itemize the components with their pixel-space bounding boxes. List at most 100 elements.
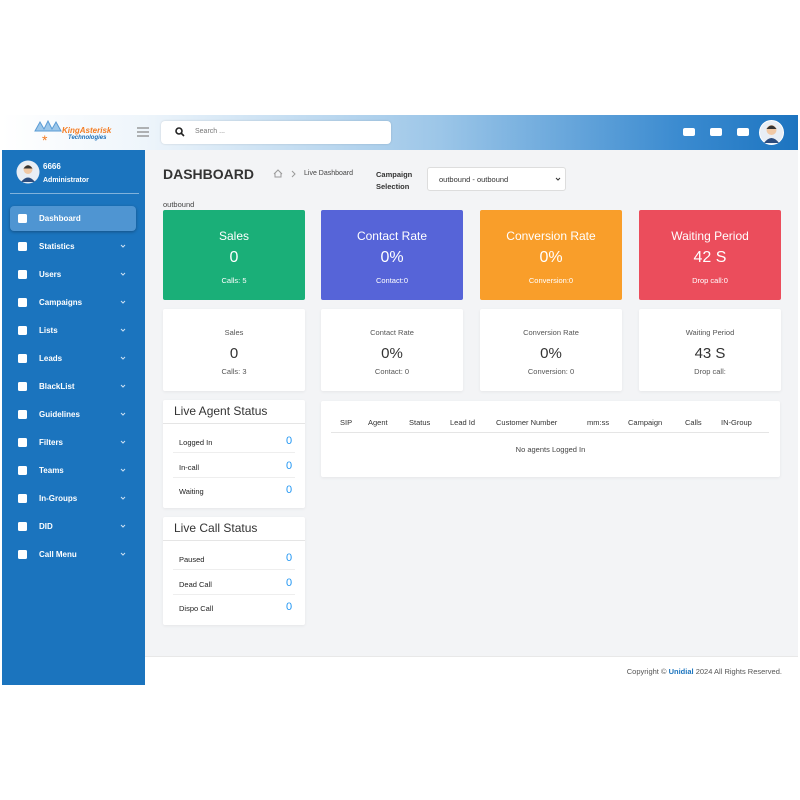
menu-chevron	[120, 384, 126, 389]
menu-icon	[17, 241, 28, 252]
menu-chevron-svg	[120, 272, 126, 276]
table-header: Lead Id	[450, 418, 476, 427]
search-icon	[175, 127, 185, 137]
menu-icon	[17, 437, 28, 448]
menu-icon-svg	[18, 466, 27, 475]
kpi-sub: Drop call:0	[692, 276, 728, 285]
menu-icon-svg	[18, 242, 27, 251]
table-header: Agent	[368, 418, 388, 427]
svg-text:*: *	[42, 132, 48, 147]
menu-icon	[17, 521, 28, 532]
header-icon[interactable]	[682, 126, 696, 138]
menu-label: Call Menu	[39, 550, 77, 559]
menu-chevron-svg	[120, 524, 126, 528]
sidebar: 6666 Administrator Dashboard Statistics User…	[2, 150, 145, 685]
search-icon-svg	[175, 127, 185, 137]
menu-item[interactable]: Campaigns	[10, 290, 136, 315]
menu-chevron	[120, 356, 126, 361]
kpi-title: Sales	[218, 229, 250, 243]
menu-icon	[17, 353, 28, 364]
main: DASHBOARD Live Dashboard Campaign Selectio…	[145, 150, 798, 656]
menu-icon	[17, 269, 28, 280]
menu-icon-svg	[18, 326, 27, 335]
stat-title: Conversion Rate	[523, 328, 579, 337]
menu-item[interactable]: Guidelines	[10, 402, 136, 427]
menu-label: Users	[39, 270, 62, 279]
table-empty: No agents Logged In	[515, 445, 586, 454]
menu-icon	[17, 409, 28, 420]
menu-icon-svg	[18, 410, 27, 419]
table-header: Campaign	[628, 418, 663, 427]
menu-toggle[interactable]	[136, 126, 150, 138]
home-icon	[273, 169, 283, 178]
menu-icon	[17, 549, 28, 560]
menu-chevron	[120, 328, 126, 333]
stat-value: 0%	[381, 345, 403, 362]
kpi-sub: Conversion:0	[528, 276, 574, 285]
menu-item[interactable]: Call Menu	[10, 542, 136, 567]
logo-icon: *	[32, 119, 64, 147]
menu-icon-svg	[18, 354, 27, 363]
kpi-card: Sales 0 Calls: 5	[163, 210, 305, 300]
breadcrumb: Live Dashboard	[304, 170, 354, 177]
menu-item[interactable]: Dashboard	[10, 206, 136, 231]
stat-card: Sales 0 Calls: 3	[163, 309, 305, 391]
menu-icon-svg	[18, 270, 27, 279]
header-icon[interactable]	[709, 126, 723, 138]
menu-item[interactable]: Lists	[10, 318, 136, 343]
menu-chevron-svg	[120, 244, 126, 248]
kpi-value: 0	[229, 249, 239, 266]
stat-title: Contact Rate	[370, 328, 414, 337]
menu-chevron	[120, 468, 126, 473]
home-icon-svg	[273, 169, 283, 178]
menu-label: BlackList	[39, 382, 75, 391]
menu-icon-svg	[18, 298, 27, 307]
footer-brand[interactable]: Unidial	[668, 667, 694, 676]
menu-chevron	[120, 272, 126, 277]
menu-item[interactable]: Leads	[10, 346, 136, 371]
campaign-select[interactable]: outbound - outbound	[427, 167, 566, 191]
status-card: Live Call Status Paused 0 Dead Call 0 Dispo C…	[163, 517, 305, 625]
menu-item[interactable]: DID	[10, 514, 136, 539]
menu-icon	[17, 381, 28, 392]
menu-item[interactable]: Teams	[10, 458, 136, 483]
search-box[interactable]: Search ...	[161, 121, 391, 144]
breadcrumb-sep-svg	[291, 170, 296, 178]
header-icon[interactable]	[736, 126, 750, 138]
menu-item[interactable]: Statistics	[10, 234, 136, 259]
status-value: 0	[286, 459, 293, 472]
menu-icon	[17, 493, 28, 504]
menu-icon	[17, 213, 28, 224]
menu-item[interactable]: In-Groups	[10, 486, 136, 511]
stat-sub: Calls: 3	[221, 367, 247, 376]
menu-chevron-svg	[120, 356, 126, 360]
kpi-title: Contact Rate	[356, 229, 428, 243]
table-header: Customer Number	[496, 418, 558, 427]
status-value: 0	[286, 435, 293, 447]
kpi-sub: Calls: 5	[221, 276, 247, 285]
menu-label: Leads	[39, 354, 63, 363]
menu-label: Lists	[39, 326, 58, 335]
status-value: 0	[286, 601, 293, 613]
user-avatar	[16, 160, 40, 184]
select-chevron-svg	[555, 177, 561, 181]
stat-title: Waiting Period	[685, 328, 735, 337]
menu-chevron-svg	[120, 552, 126, 556]
kpi-title: Waiting Period	[671, 229, 749, 243]
menu-item[interactable]: Filters	[10, 430, 136, 455]
logo-icon-svg: *	[34, 119, 62, 147]
row-divider	[173, 452, 295, 453]
menu-toggle-svg	[137, 127, 149, 137]
page-title: DASHBOARD	[163, 166, 254, 182]
stat-value: 0%	[540, 345, 562, 362]
campaign-select-value: outbound - outbound	[439, 175, 509, 184]
menu-label: Dashboard	[39, 214, 81, 223]
footer-text: Copyright © Unidial 2024 All Rights Rese…	[627, 667, 782, 676]
menu-label: Statistics	[39, 242, 75, 251]
menu-item[interactable]: BlackList	[10, 374, 136, 399]
stat-sub: Conversion: 0	[527, 367, 575, 376]
menu-item[interactable]: Users	[10, 262, 136, 287]
menu-chevron	[120, 300, 126, 305]
status-value: 0	[286, 552, 293, 564]
sidebar-divider	[10, 193, 139, 194]
